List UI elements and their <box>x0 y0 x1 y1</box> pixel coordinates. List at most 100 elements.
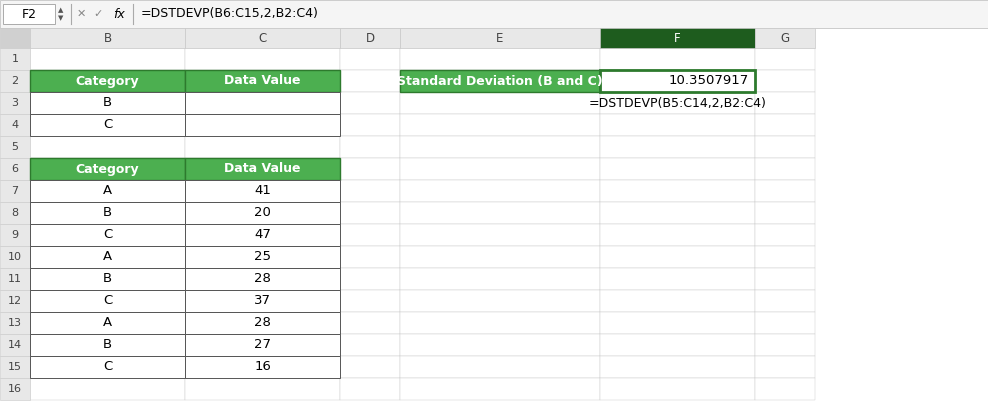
Text: A: A <box>103 185 112 197</box>
Bar <box>0 114 30 136</box>
Bar <box>185 114 340 136</box>
Text: F: F <box>674 31 681 45</box>
Bar <box>185 290 340 312</box>
Bar <box>30 268 185 290</box>
Text: Category: Category <box>76 74 139 88</box>
Bar <box>340 224 400 246</box>
Bar <box>185 70 340 92</box>
Text: =DSTDEVP(B6:C15,2,B2:C4): =DSTDEVP(B6:C15,2,B2:C4) <box>141 7 319 21</box>
Bar <box>340 28 400 48</box>
Bar <box>30 70 185 92</box>
Bar <box>30 246 185 268</box>
Bar <box>600 290 755 312</box>
Bar <box>185 92 340 114</box>
Bar <box>30 290 185 312</box>
Bar <box>0 92 30 114</box>
Text: 9: 9 <box>12 230 19 240</box>
Bar <box>0 356 30 378</box>
Bar <box>30 180 185 202</box>
Bar <box>600 224 755 246</box>
Bar <box>600 356 755 378</box>
Bar <box>185 48 340 70</box>
Bar <box>340 356 400 378</box>
Bar <box>30 312 185 334</box>
Text: Category: Category <box>76 162 139 176</box>
Bar <box>340 268 400 290</box>
Text: ✕: ✕ <box>77 9 86 19</box>
Bar <box>755 114 815 136</box>
Bar <box>400 92 600 114</box>
Bar <box>340 70 400 92</box>
Bar <box>755 224 815 246</box>
Bar <box>755 70 815 92</box>
Bar <box>400 246 600 268</box>
Text: 16: 16 <box>254 361 271 373</box>
Bar <box>755 246 815 268</box>
Text: B: B <box>103 339 112 351</box>
Bar <box>755 290 815 312</box>
Text: 6: 6 <box>12 164 19 174</box>
Bar <box>0 224 30 246</box>
Bar <box>30 70 185 92</box>
Text: D: D <box>366 31 374 45</box>
Text: 5: 5 <box>12 142 19 152</box>
Text: 14: 14 <box>8 340 22 350</box>
Bar <box>755 180 815 202</box>
Text: 41: 41 <box>254 185 271 197</box>
Bar <box>400 268 600 290</box>
Bar <box>600 70 755 92</box>
Bar <box>400 356 600 378</box>
Bar <box>30 356 185 378</box>
Bar <box>30 202 185 224</box>
Bar <box>0 290 30 312</box>
Bar <box>400 378 600 400</box>
Bar <box>600 158 755 180</box>
Bar <box>340 290 400 312</box>
Bar <box>400 290 600 312</box>
Text: 37: 37 <box>254 294 271 308</box>
Bar <box>185 312 340 334</box>
Bar <box>755 92 815 114</box>
Bar <box>30 224 185 246</box>
Bar <box>0 70 30 92</box>
Bar <box>30 334 185 356</box>
Bar <box>600 180 755 202</box>
Bar <box>185 224 340 246</box>
Text: ▼: ▼ <box>58 15 63 21</box>
Bar <box>755 378 815 400</box>
Bar <box>30 92 185 114</box>
Bar <box>400 334 600 356</box>
Bar <box>755 268 815 290</box>
Bar <box>185 180 340 202</box>
Bar <box>185 28 340 48</box>
Bar <box>0 180 30 202</box>
Bar <box>400 158 600 180</box>
Bar <box>340 136 400 158</box>
Bar <box>600 378 755 400</box>
Bar <box>0 158 30 180</box>
Text: 28: 28 <box>254 273 271 285</box>
Bar <box>400 114 600 136</box>
Text: C: C <box>103 119 112 131</box>
Bar <box>600 136 755 158</box>
Bar <box>400 180 600 202</box>
Text: ▲: ▲ <box>58 7 63 13</box>
Bar <box>185 92 340 114</box>
Bar <box>185 312 340 334</box>
Text: 20: 20 <box>254 206 271 219</box>
Text: B: B <box>103 206 112 219</box>
Bar <box>0 136 30 158</box>
Bar <box>0 202 30 224</box>
Bar <box>185 268 340 290</box>
Bar <box>185 224 340 246</box>
Bar <box>400 202 600 224</box>
Bar <box>30 136 185 158</box>
Bar <box>340 114 400 136</box>
Text: 4: 4 <box>12 120 19 130</box>
Bar <box>30 378 185 400</box>
Bar <box>340 312 400 334</box>
Bar <box>0 268 30 290</box>
Bar <box>340 334 400 356</box>
Text: 10: 10 <box>8 252 22 262</box>
Bar <box>400 312 600 334</box>
